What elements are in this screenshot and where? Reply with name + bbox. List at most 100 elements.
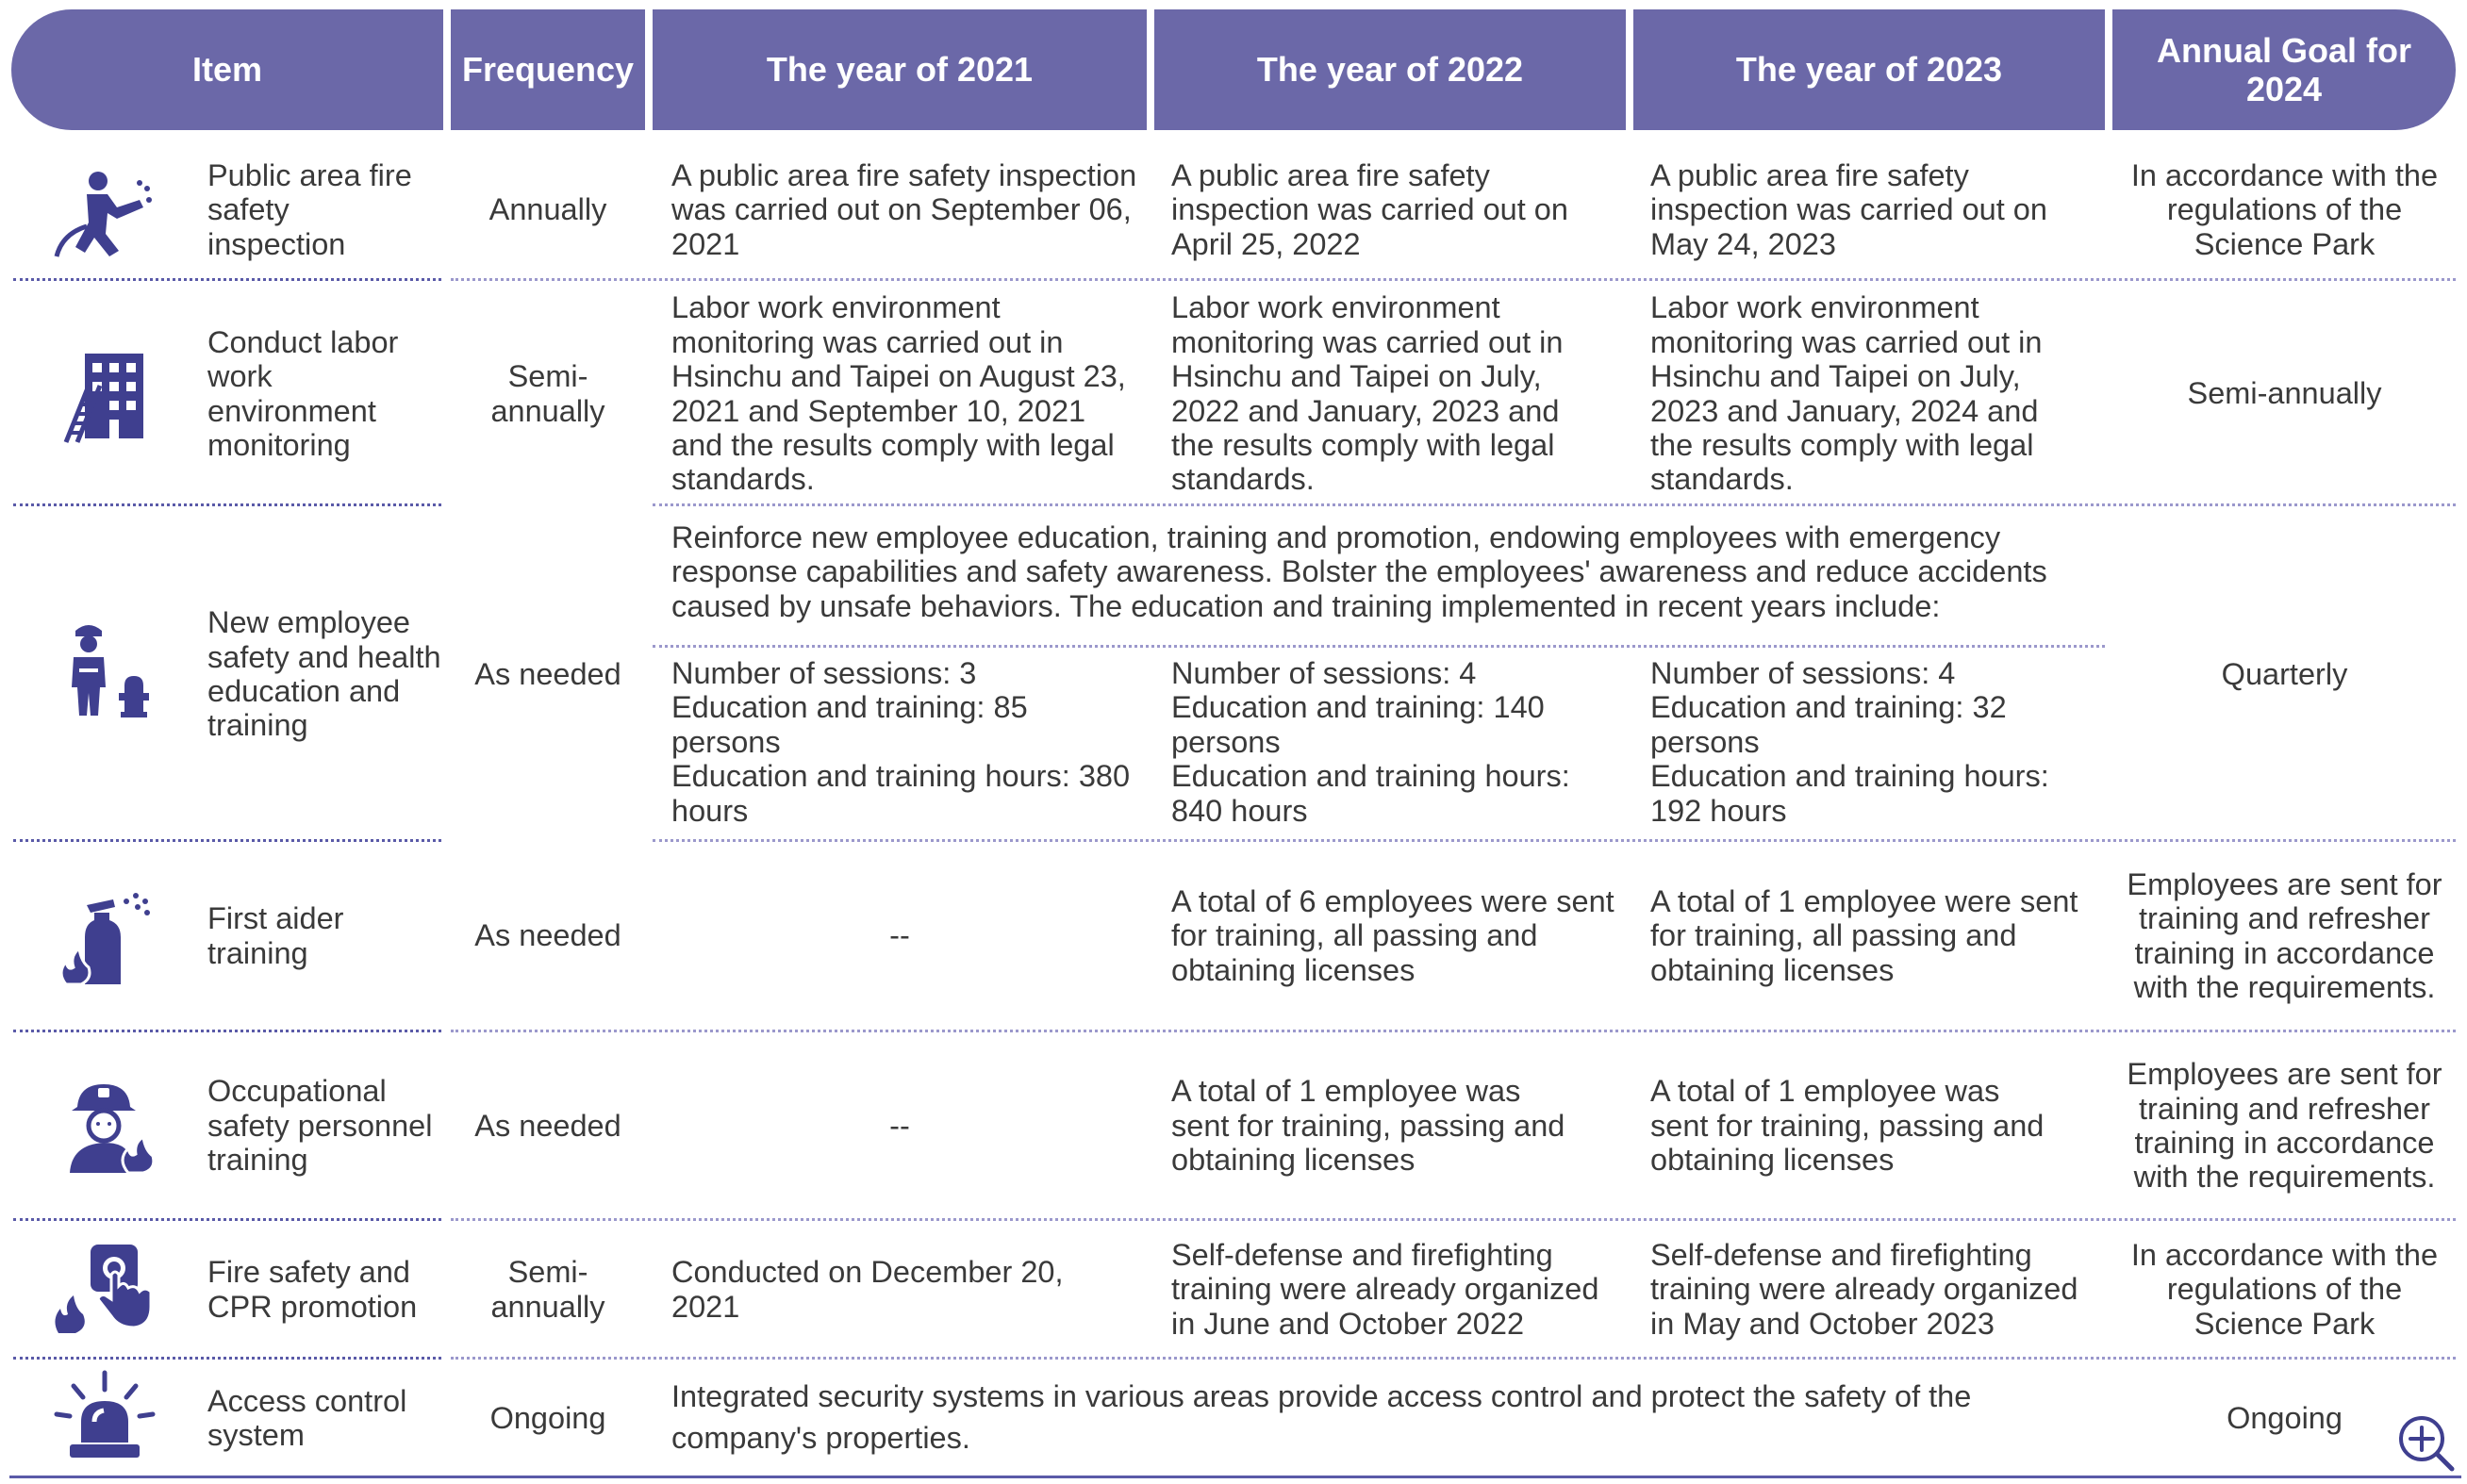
row-frequency: As needed [451,514,645,834]
row-2021-text: -- [889,1108,910,1143]
row-frequency-text: As needed [474,918,621,953]
divider [451,1030,2456,1032]
row-2021-text: Conducted on December 20, 2021 [671,1255,1064,1324]
row-2021-text: Number of sessions: 3 Education and trai… [671,656,1131,828]
row-2022: Self-defense and firefighting training w… [1171,1226,1619,1353]
header-frequency: Frequency [451,9,645,130]
firefighter-portrait-icon [70,1084,156,1175]
fire-alarm-button-icon [55,1245,153,1333]
row-merged-text: Integrated security systems in various a… [671,1379,1972,1455]
row-2023: A total of 1 employee was sent for train… [1650,1037,2065,1214]
row-2022-text: A total of 1 employee was sent for train… [1171,1074,1565,1178]
row-frequency: Semi-annually [451,288,645,500]
row-goal: Employees are sent for training and refr… [2122,1037,2447,1214]
row-2023-text: A total of 1 employee was sent for train… [1650,1074,2045,1178]
header-item-label: Item [191,50,263,90]
row-2023-text: Number of sessions: 4 Education and trai… [1650,656,2049,828]
row-frequency-text: As needed [474,1108,621,1143]
divider [13,1218,441,1221]
row-2022-text: Number of sessions: 4 Education and trai… [1171,656,1570,828]
row-2022: Number of sessions: 4 Education and trai… [1171,656,1586,835]
row-2021-text: -- [889,918,910,953]
row-goal: In accordance with the regulations of th… [2122,1226,2447,1353]
row-item-text: Fire safety and CPR promotion [207,1255,418,1324]
divider [13,839,441,842]
row-item-text: Occupational safety personnel training [207,1074,433,1178]
row-2022: A total of 1 employee was sent for train… [1171,1037,1586,1214]
row-frequency-text: As needed [474,656,621,691]
divider [451,278,2456,281]
row-goal: Ongoing [2122,1363,2447,1473]
row-2021: -- [653,849,1147,1023]
row-item-text: Public area fire safety inspection [207,157,412,261]
row-2021: Conducted on December 20, 2021 [671,1226,1086,1353]
header-2023-label: The year of 2023 [1735,50,2003,90]
divider [451,1218,2456,1221]
header-2022-label: The year of 2022 [1256,50,1524,90]
row-item: Occupational safety personnel training [207,1037,434,1214]
row-frequency: As needed [451,849,645,1023]
header-frequency-label: Frequency [461,50,635,90]
row-frequency: Ongoing [451,1363,645,1473]
row-goal: Semi-annually [2122,288,2447,500]
row-goal: In accordance with the regulations of th… [2122,146,2447,273]
header-2021-label: The year of 2021 [766,50,1034,90]
row-2021: A public area fire safety inspection was… [671,146,1138,273]
row-goal: Employees are sent for training and refr… [2122,849,2447,1023]
divider [653,645,2105,648]
row-item: Access control system [207,1363,434,1473]
row-intro: Reinforce new employee education, traini… [671,520,2105,634]
row-goal-text: Employees are sent for training and refr… [2127,866,2442,1004]
building-ladder-icon [63,354,143,443]
divider [13,503,441,506]
divider [653,503,2456,506]
header-2022: The year of 2022 [1154,9,1626,130]
row-frequency-text: Semi-annually [490,1255,605,1324]
row-frequency-text: Ongoing [489,1400,606,1435]
divider [13,278,441,281]
row-2021: -- [653,1037,1147,1214]
divider [13,1030,441,1032]
firefighter-hose-icon [54,172,152,257]
row-frequency-text: Annually [488,192,607,227]
row-2022: A public area fire safety inspection was… [1171,146,1619,273]
row-2021: Number of sessions: 3 Education and trai… [671,656,1138,835]
row-frequency: Annually [451,146,645,273]
row-2023: Number of sessions: 4 Education and trai… [1650,656,2065,835]
fire-extinguisher-icon [59,893,150,986]
divider [451,1357,2456,1360]
row-goal-text: In accordance with the regulations of th… [2130,1237,2439,1341]
row-goal-text: Quarterly [2221,656,2348,691]
row-2022-text: Labor work environment monitoring was ca… [1171,290,1564,497]
header-2021: The year of 2021 [653,9,1147,130]
row-2023-text: Self-defense and firefighting training w… [1650,1237,2078,1341]
row-item-text: Conduct labor work environment monitorin… [207,324,399,462]
row-item-text: New employee safety and health education… [207,605,441,743]
row-item: New employee safety and health education… [207,514,443,834]
row-2023-text: Labor work environment monitoring was ca… [1650,290,2043,497]
row-frequency-text: Semi-annually [490,359,605,428]
row-item: Fire safety and CPR promotion [207,1226,434,1353]
header-goal-label: Annual Goal for 2024 [2157,30,2411,108]
row-2022: A total of 6 employees were sent for tra… [1171,849,1619,1023]
row-2022-text: A total of 6 employees were sent for tra… [1171,883,1614,987]
row-2022-text: A public area fire safety inspection was… [1171,157,1568,261]
header-goal: Annual Goal for 2024 [2112,9,2456,130]
header-item: Item [11,9,443,130]
divider [653,839,2456,842]
table-bottom-border [9,1476,2461,1478]
row-merged: Integrated security systems in various a… [671,1363,2086,1473]
row-goal: Quarterly [2122,514,2447,834]
row-frequency: As needed [451,1037,645,1214]
row-goal-text: Semi-annually [2187,376,2382,411]
row-item-text: Access control system [207,1383,407,1452]
row-intro-text: Reinforce new employee education, traini… [671,520,2047,623]
siren-alarm-icon [54,1370,156,1458]
row-2022: Labor work environment monitoring was ca… [1171,288,1567,500]
zoom-in-icon[interactable] [2395,1412,2456,1473]
row-item: First aider training [207,849,434,1023]
row-2021-text: A public area fire safety inspection was… [671,157,1137,261]
row-2021-text: Labor work environment monitoring was ca… [671,290,1126,497]
row-2023: A total of 1 employee were sent for trai… [1650,849,2098,1023]
row-2023: A public area fire safety inspection was… [1650,146,2098,273]
